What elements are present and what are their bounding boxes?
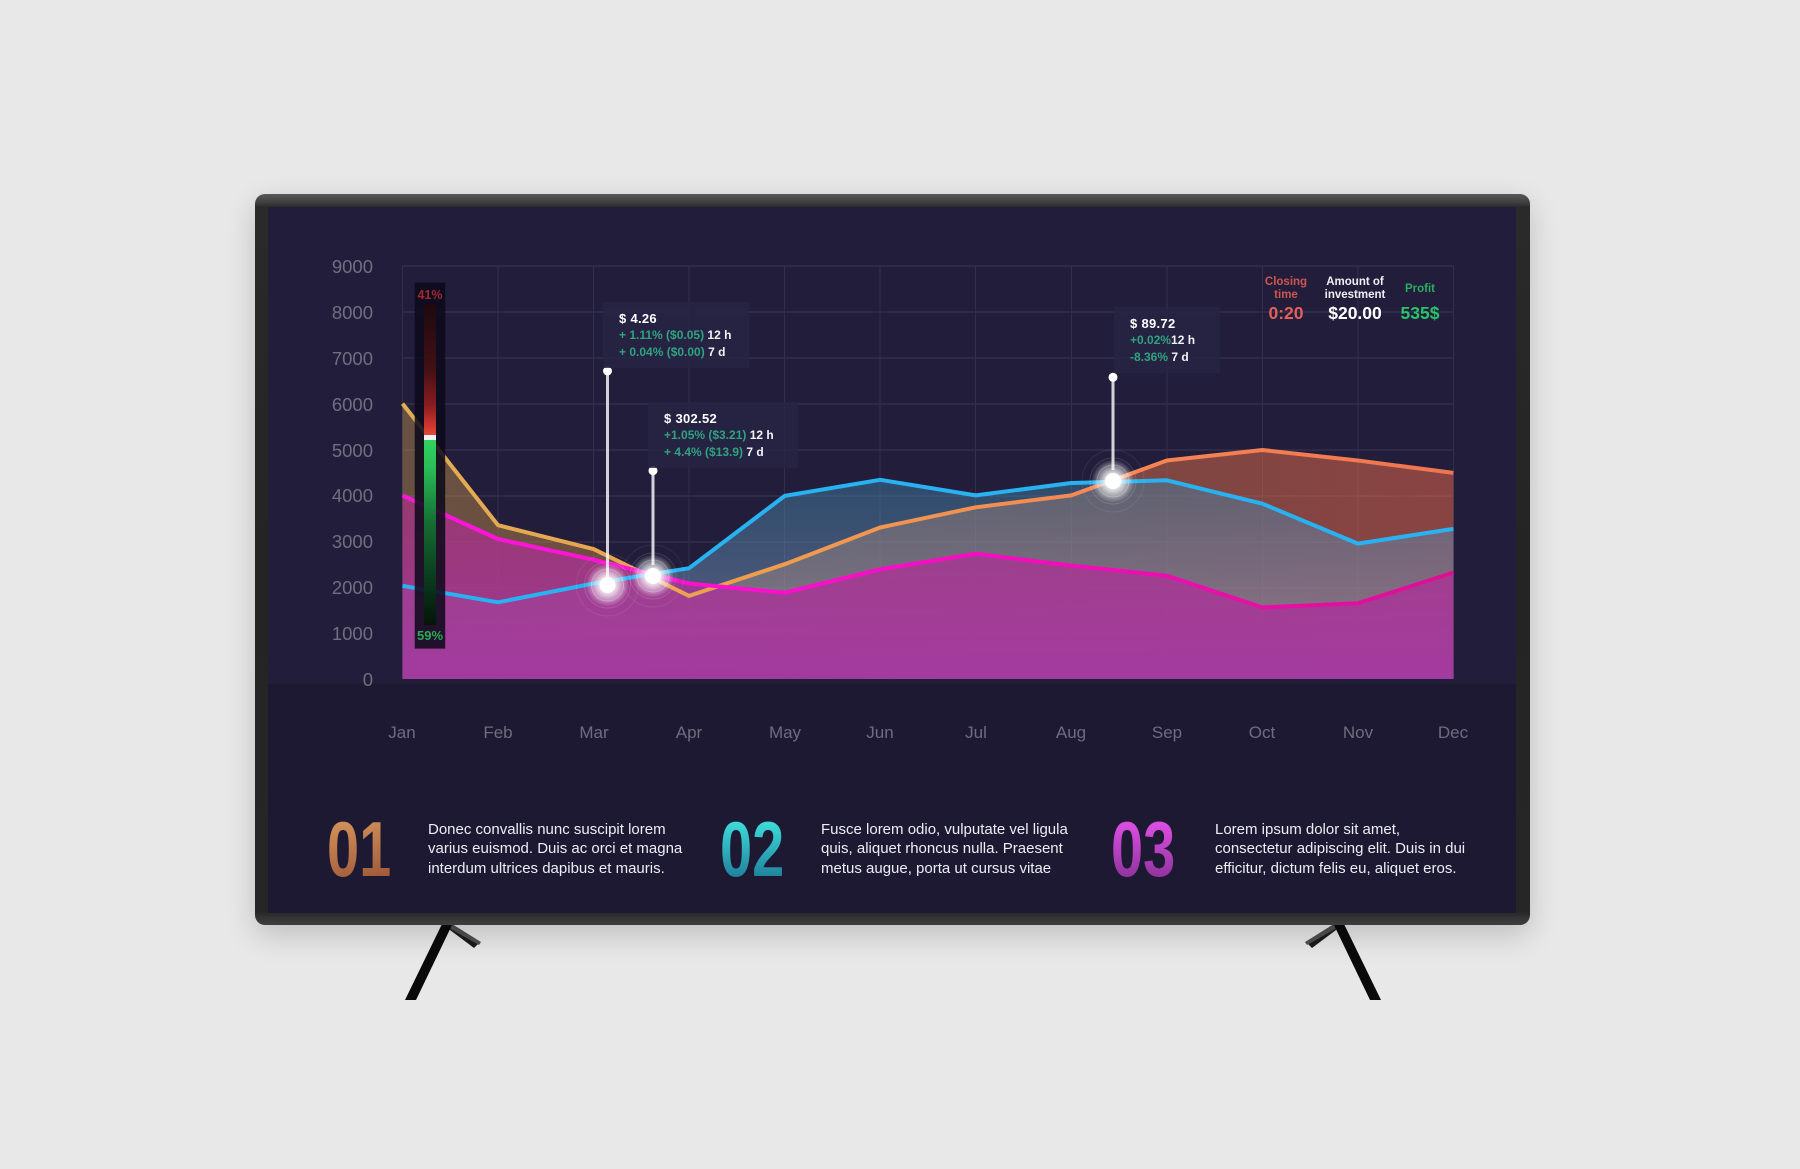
- svg-text:59%: 59%: [417, 628, 443, 643]
- svg-text:41%: 41%: [417, 288, 442, 302]
